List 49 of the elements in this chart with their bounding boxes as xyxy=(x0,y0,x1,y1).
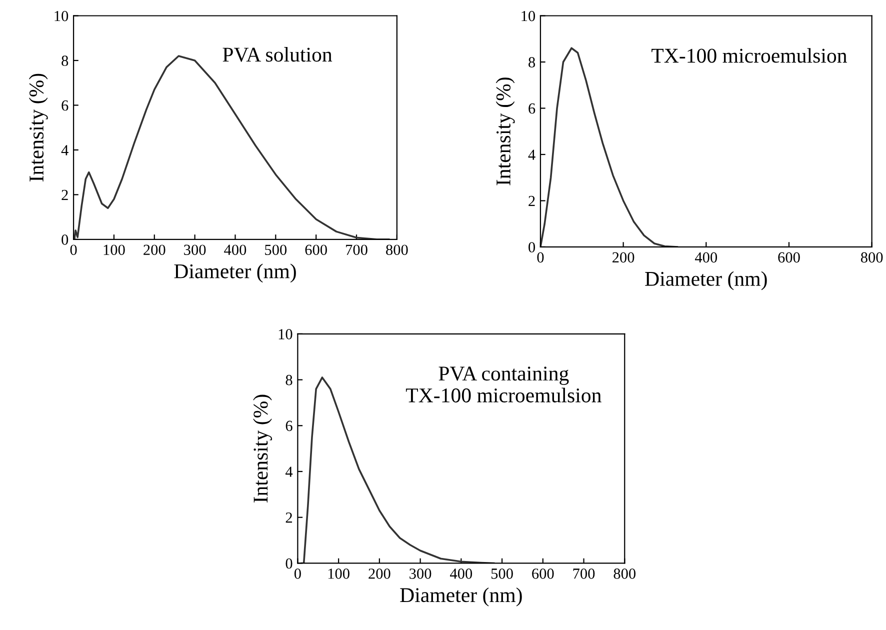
x-tick-label: 400 xyxy=(450,568,472,579)
x-tick-label: 800 xyxy=(386,244,408,256)
x-tick-label: 300 xyxy=(410,568,432,579)
x-tick-label: 600 xyxy=(532,568,554,579)
x-tick-label: 800 xyxy=(614,568,636,579)
y-tick-label: 4 xyxy=(285,466,293,477)
x-tick-label: 200 xyxy=(612,252,634,263)
x-tick-label: 700 xyxy=(573,568,595,579)
y-tick-label: 6 xyxy=(286,420,292,432)
y-tick-label: 6 xyxy=(62,100,68,111)
x-tick-label: 0 xyxy=(70,244,77,256)
x-axis-title: Diameter (nm) xyxy=(400,587,522,606)
y-tick-label: 0 xyxy=(62,234,68,245)
y-tick-label: 8 xyxy=(528,57,536,68)
x-tick-label: 400 xyxy=(224,244,246,256)
x-tick-label: 0 xyxy=(294,568,301,579)
x-tick-label: 400 xyxy=(694,252,718,263)
x-axis-title: Diameter (nm) xyxy=(645,271,767,290)
y-tick-label: 2 xyxy=(528,196,535,206)
x-tick-label: 600 xyxy=(778,252,800,263)
x-tick-label: 500 xyxy=(265,244,287,256)
y-tick-label: 10 xyxy=(54,10,68,22)
y-axis-title: Intensity (%) xyxy=(253,394,272,502)
x-axis-title: Diameter (nm) xyxy=(174,264,296,283)
x-tick-label: 600 xyxy=(305,244,327,256)
x-tick-label: 0 xyxy=(537,252,544,263)
y-tick-label: 4 xyxy=(528,150,536,160)
y-tick-label: 4 xyxy=(61,145,68,156)
y-tick-label: 2 xyxy=(286,512,292,523)
y-axis-title: Intensity (%) xyxy=(496,78,515,186)
x-tick-label: 200 xyxy=(368,568,390,579)
annotation: TX-100 microemulsion xyxy=(652,48,847,63)
annotation: PVA containing TX-100 microemulsion xyxy=(406,366,602,402)
y-tick-label: 10 xyxy=(522,10,536,22)
annotation: PVA solution xyxy=(222,47,332,62)
x-tick-label: 500 xyxy=(491,568,513,579)
x-tick-label: 800 xyxy=(860,252,883,263)
x-tick-label: 200 xyxy=(144,244,166,256)
y-tick-label: 8 xyxy=(286,374,292,386)
y-tick-label: 0 xyxy=(286,558,292,569)
x-tick-label: 100 xyxy=(328,568,350,579)
x-tick-label: 300 xyxy=(184,244,206,256)
x-tick-label: 100 xyxy=(104,244,125,256)
y-axis-title: Intensity (%) xyxy=(28,74,48,182)
y-tick-label: 2 xyxy=(62,190,68,200)
x-tick-label: 700 xyxy=(346,244,368,256)
y-tick-label: 6 xyxy=(528,103,536,114)
y-tick-label: 8 xyxy=(62,56,68,66)
y-tick-label: 10 xyxy=(278,329,292,340)
